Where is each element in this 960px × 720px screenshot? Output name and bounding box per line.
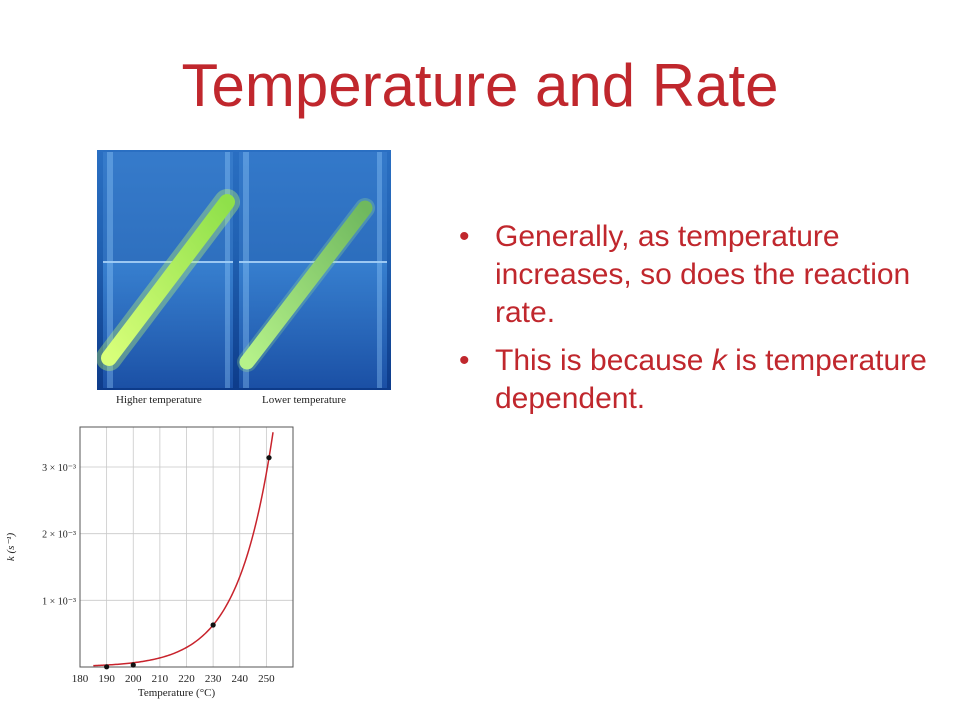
bullet-text: Generally, as temperature increases, so … [495, 220, 911, 329]
plot-frame [79, 426, 294, 668]
bullet-item: • This is because k is temperature depen… [455, 342, 930, 418]
x-tick-label: 200 [125, 673, 142, 685]
x-tick-label: 250 [258, 673, 275, 685]
x-tick-label: 190 [98, 673, 115, 685]
data-point [210, 622, 216, 628]
bullet-text-end: is temperature dependent. [495, 344, 927, 415]
y-tick-label: 2 × 10⁻³ [42, 530, 76, 541]
bullet-item: • Generally, as temperature increases, s… [455, 218, 930, 332]
bullet-list: • Generally, as temperature increases, s… [455, 218, 930, 428]
beaker-right [239, 152, 387, 388]
rate-constant-chart: 180 190 200 210 220 230 240 250 1 × 10⁻³ 2 × 10⁻³… [5, 426, 294, 699]
x-tick-label: 230 [205, 673, 222, 685]
x-tick-label: 220 [178, 673, 195, 685]
x-tick-label: 210 [152, 673, 169, 685]
glowstick-hot [97, 189, 240, 371]
x-tick-label: 240 [232, 673, 249, 685]
data-point [130, 662, 136, 668]
bullet-italic-k: k [711, 344, 727, 377]
glowstick-cool [237, 198, 375, 372]
data-point [104, 664, 110, 670]
bullet-text-start: This is because [495, 344, 712, 377]
data-point [266, 455, 272, 461]
bullet-dot: • [459, 344, 470, 377]
y-tick-label: 1 × 10⁻³ [42, 596, 76, 607]
y-tick-label: 3 × 10⁻³ [42, 463, 76, 474]
glowstick-photo [97, 150, 391, 390]
bullet-dot: • [459, 220, 470, 253]
x-axis-label: Temperature (°C) [138, 687, 216, 699]
x-tick-label: 180 [72, 673, 89, 685]
series-line [93, 432, 274, 667]
y-axis-label: k (s⁻¹) [5, 532, 17, 561]
caption-lower-temperature: Lower temperature [262, 394, 346, 406]
caption-higher-temperature: Higher temperature [116, 394, 202, 406]
slide-title: Temperature and Rate [181, 52, 779, 119]
